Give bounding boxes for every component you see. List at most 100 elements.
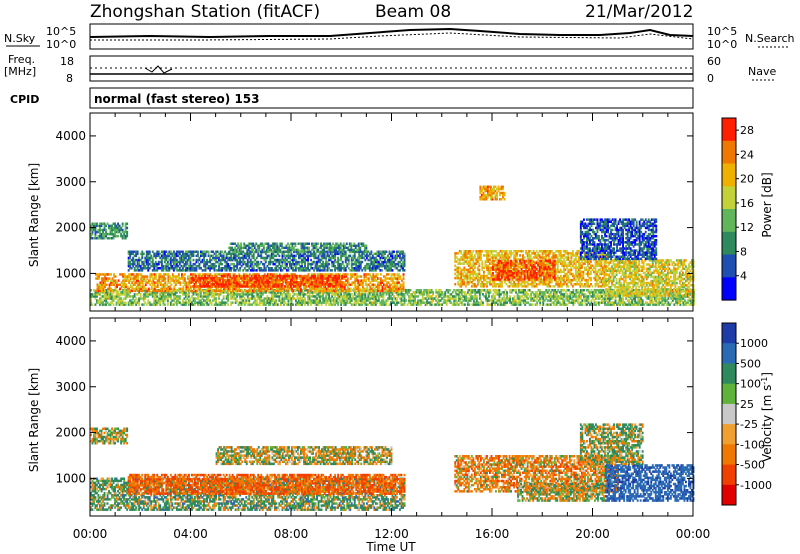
heatmap-cell (349, 287, 352, 291)
heatmap-cell (346, 295, 349, 298)
beam-label: Beam 08 (375, 2, 451, 22)
heatmap-cell (94, 297, 97, 300)
heatmap-cell (301, 303, 303, 306)
heatmap-cell (246, 303, 249, 306)
heatmap-cell (346, 293, 349, 296)
heatmap-cell (101, 289, 103, 293)
heatmap-cell (102, 222, 104, 225)
heatmap-cell (468, 299, 471, 302)
heatmap-cell (177, 301, 180, 304)
heatmap-cell (652, 301, 655, 304)
heatmap-cell (169, 295, 172, 298)
heatmap-cell (201, 303, 204, 306)
heatmap-cell (417, 295, 419, 298)
heatmap-cell (100, 303, 103, 306)
heatmap-cell (150, 275, 153, 278)
heatmap-cell (322, 299, 325, 302)
heatmap-cell (374, 297, 377, 300)
heatmap-cell (308, 297, 311, 300)
heatmap-cell (115, 230, 118, 234)
heatmap-cell (121, 299, 124, 302)
heatmap-cell (108, 232, 110, 236)
heatmap-cell (424, 297, 427, 300)
heatmap-cell (602, 299, 605, 302)
heatmap-cell (260, 293, 263, 296)
heatmap-cell (362, 297, 365, 300)
heatmap-cell (152, 289, 155, 293)
heatmap-cell (120, 273, 123, 276)
heatmap-cell (295, 301, 297, 304)
heatmap-cell (564, 295, 567, 298)
heatmap-cell (519, 301, 522, 304)
heatmap-cell (583, 297, 585, 300)
cpid-strip: CPID normal (fast stereo) 153 (10, 87, 694, 109)
heatmap-cell (578, 301, 581, 304)
heatmap-cell (319, 291, 321, 294)
heatmap-cell (668, 303, 671, 306)
heatmap-cell (207, 250, 210, 253)
heatmap-cell (102, 277, 105, 280)
heatmap-cell (304, 297, 306, 300)
heatmap-cell (251, 303, 254, 306)
heatmap-cell (242, 293, 245, 296)
heatmap-cell (604, 291, 606, 294)
heatmap-cell (296, 301, 299, 304)
heatmap-cell (308, 291, 311, 294)
heatmap-cell (587, 291, 590, 294)
heatmap-cell (486, 303, 489, 306)
heatmap-cell (257, 293, 260, 296)
heatmap-cell (674, 289, 677, 292)
heatmap-cell (693, 303, 695, 306)
heatmap-cell (421, 301, 424, 304)
heatmap-cell (346, 277, 349, 280)
heatmap-cell (270, 297, 273, 300)
heatmap-cell (592, 291, 594, 294)
heatmap-cell (391, 293, 394, 296)
heatmap-cell (491, 295, 493, 298)
heatmap-cell (112, 295, 115, 298)
heatmap-cell (117, 230, 119, 234)
heatmap-cell (135, 297, 138, 300)
heatmap-cell (289, 303, 291, 306)
heatmap-cell (227, 297, 230, 300)
heatmap-cell (152, 279, 155, 282)
heatmap-cell (546, 295, 549, 298)
heatmap-cell (439, 295, 442, 298)
heatmap-cell (144, 289, 147, 292)
heatmap-cell (608, 297, 611, 300)
heatmap-cell (121, 234, 124, 238)
heatmap-cell (595, 295, 597, 298)
heatmap-cell (638, 299, 641, 302)
heatmap-cell (637, 301, 640, 304)
heatmap-cell (108, 224, 110, 228)
heatmap-cell (110, 273, 112, 276)
heatmap-cell (129, 277, 132, 280)
heatmap-cell (109, 295, 112, 298)
heatmap-cell (105, 228, 107, 232)
heatmap-cell (165, 295, 168, 298)
heatmap-cell (325, 291, 328, 294)
heatmap-cell (474, 289, 477, 292)
heatmap-cell (126, 277, 129, 280)
heatmap-cell (143, 287, 146, 291)
heatmap-cell (417, 291, 419, 294)
heatmap-cell (628, 301, 631, 304)
heatmap-cell (111, 301, 113, 304)
heatmap-cell (367, 295, 370, 298)
heatmap-cell (94, 303, 97, 306)
heatmap-cell (142, 293, 145, 296)
heatmap-cell (153, 273, 156, 276)
heatmap-cell (374, 299, 377, 302)
heatmap-cell (539, 297, 542, 300)
heatmap-cell (347, 301, 350, 304)
heatmap-cell (475, 303, 478, 306)
heatmap-cell (108, 287, 111, 291)
heatmap-cell (134, 289, 137, 293)
heatmap-cell (153, 295, 156, 298)
heatmap-cell (592, 295, 594, 298)
heatmap-cell (203, 291, 205, 294)
heatmap-cell (560, 295, 563, 298)
heatmap-cell (96, 273, 99, 276)
heatmap-cell (170, 283, 173, 286)
heatmap-cell (103, 224, 106, 228)
